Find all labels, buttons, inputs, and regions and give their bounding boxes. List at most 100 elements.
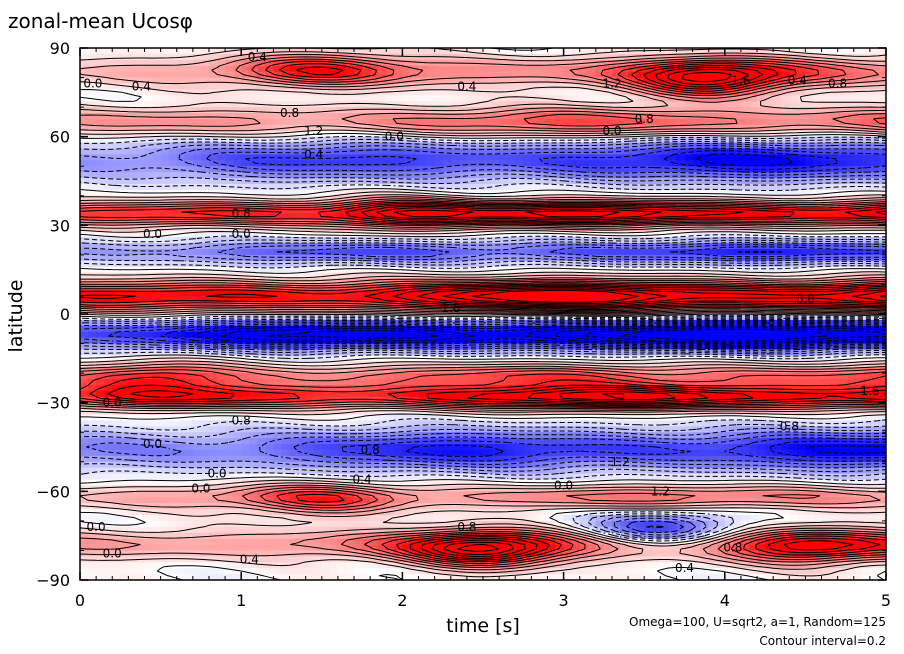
shading-cell	[555, 278, 565, 286]
shading-cell	[241, 118, 250, 126]
shading-cell	[104, 71, 113, 79]
shading-cell	[192, 243, 202, 250]
shading-cell	[668, 331, 678, 339]
shading-cell	[660, 59, 669, 67]
shading-cell	[88, 248, 97, 256]
shading-cell	[192, 213, 202, 221]
shading-cell	[305, 166, 315, 173]
shading-cell	[329, 118, 339, 126]
shading-cell	[160, 89, 170, 96]
shading-cell	[571, 59, 581, 67]
shading-cell	[595, 130, 605, 138]
shading-cell	[732, 59, 742, 67]
shading-cell	[386, 160, 395, 167]
shading-cell	[853, 219, 863, 226]
shading-cell	[410, 160, 420, 167]
shading-cell	[515, 290, 524, 297]
shading-cell	[96, 136, 105, 144]
shading-cell	[265, 183, 275, 191]
shading-cell	[410, 83, 420, 90]
shading-cell	[313, 107, 323, 114]
shading-cell	[757, 53, 766, 61]
shading-cell	[418, 296, 428, 303]
shading-cell	[184, 95, 194, 102]
shading-cell	[273, 65, 283, 73]
shading-cell	[805, 248, 815, 256]
shading-cell	[354, 172, 363, 179]
shading-cell	[450, 266, 460, 274]
shading-cell	[773, 278, 782, 286]
shading-cell	[200, 296, 210, 303]
shading-cell	[96, 213, 105, 221]
shading-cell	[88, 113, 97, 120]
shading-cell	[716, 71, 726, 79]
shading-cell	[757, 160, 766, 167]
shading-cell	[603, 213, 613, 221]
shading-cell	[80, 148, 89, 155]
shading-cell	[587, 48, 597, 55]
shading-cell	[515, 243, 524, 250]
shading-cell	[257, 107, 266, 114]
shading-cell	[208, 248, 218, 256]
shading-cell	[684, 225, 694, 232]
shading-cell	[112, 95, 121, 102]
shading-cell	[378, 314, 387, 321]
shading-cell	[152, 302, 162, 309]
shading-cell	[789, 201, 798, 209]
shading-cell	[378, 219, 387, 226]
shading-cell	[684, 148, 694, 155]
shading-cell	[88, 160, 97, 167]
shading-cell	[233, 83, 242, 90]
shading-cell	[684, 331, 694, 339]
shading-cell	[168, 124, 178, 132]
shading-cell	[168, 195, 178, 203]
shading-cell	[378, 290, 387, 297]
shading-cell	[861, 166, 871, 173]
shading-cell	[869, 225, 879, 232]
shading-cell	[273, 314, 283, 321]
shading-cell	[184, 248, 194, 256]
shading-cell	[225, 154, 234, 161]
shading-cell	[748, 207, 758, 215]
shading-cell	[88, 166, 97, 173]
shading-cell	[748, 154, 758, 161]
shading-cell	[603, 48, 613, 55]
shading-cell	[410, 95, 420, 102]
shading-cell	[192, 83, 202, 90]
shading-cell	[684, 154, 694, 161]
shading-cell	[700, 53, 710, 61]
shading-cell	[765, 95, 774, 102]
shading-cell	[507, 296, 516, 303]
shading-cell	[724, 118, 734, 126]
shading-cell	[692, 237, 702, 244]
shading-cell	[434, 331, 444, 339]
shading-cell	[160, 260, 170, 268]
shading-cell	[217, 243, 226, 250]
shading-cell	[620, 231, 629, 238]
shading-cell	[200, 124, 210, 132]
shading-cell	[378, 118, 387, 126]
shading-cell	[877, 83, 886, 90]
shading-cell	[773, 48, 782, 55]
shading-cell	[547, 278, 557, 286]
shading-cell	[861, 77, 871, 85]
shading-cell	[781, 248, 790, 256]
shading-cell	[757, 266, 766, 274]
shading-cell	[225, 124, 234, 132]
shading-cell	[563, 107, 573, 114]
shading-cell	[249, 225, 258, 232]
shading-cell	[458, 160, 468, 167]
shading-cell	[579, 290, 589, 297]
shading-cell	[765, 118, 774, 126]
shading-cell	[579, 183, 589, 191]
shading-cell	[200, 154, 210, 161]
shading-cell	[394, 183, 403, 191]
shading-cell	[692, 95, 702, 102]
shading-cell	[474, 77, 484, 85]
shading-cell	[225, 113, 234, 120]
shading-cell	[112, 136, 121, 144]
shading-cell	[442, 89, 452, 96]
shading-cell	[281, 189, 291, 197]
shading-cell	[652, 48, 661, 55]
shading-cell	[523, 148, 532, 155]
